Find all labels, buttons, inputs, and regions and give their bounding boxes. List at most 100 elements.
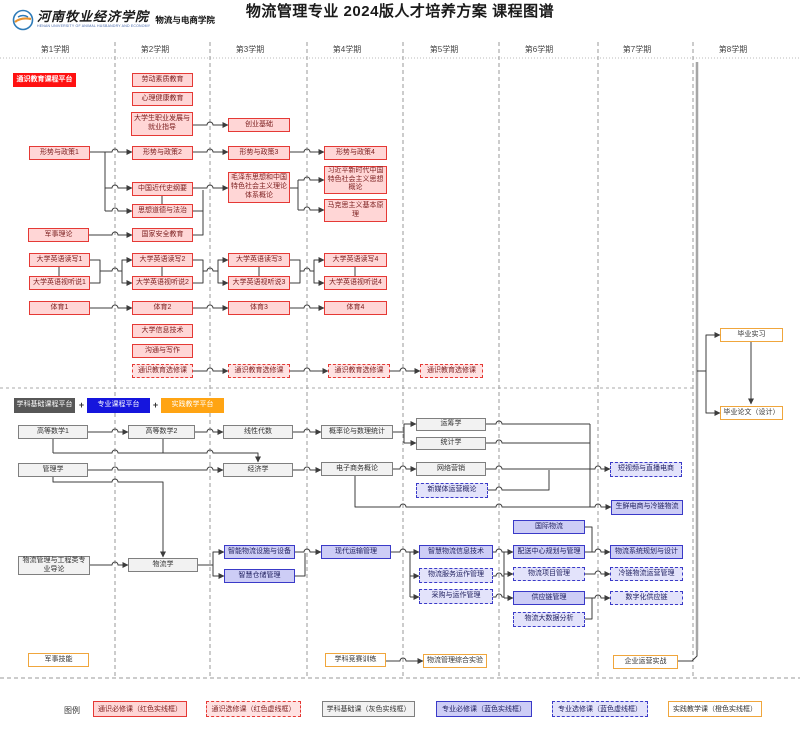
course-wlshiyan: 物流管理综合实验 [423, 654, 487, 668]
course-gailv: 概率论与数理统计 [321, 425, 393, 439]
semester-header-7: 第7学期 [622, 45, 652, 54]
connector-line [293, 466, 322, 473]
legend-title: 图例 [64, 706, 80, 715]
connector-line [678, 650, 698, 662]
semester-header-5: 第5学期 [429, 45, 459, 54]
course-qiyeyunying: 企业运营实战 [613, 655, 678, 669]
school-emblem-icon [12, 9, 34, 31]
course-lenglian: 冷链物流运营管理 [610, 567, 683, 581]
connector-line [212, 565, 225, 579]
course-yydx3: 大学英语读写3 [228, 253, 290, 267]
course-mayuan: 马克思主义基本原理 [324, 199, 387, 222]
connector-line [585, 598, 593, 620]
course-yyst1: 大学英语视听说1 [29, 276, 90, 290]
connector-line [198, 549, 225, 566]
course-xigai: 习近平新时代中国特色社会主义思想概论 [324, 166, 387, 194]
course-maogai: 毛泽东思想和中国特色社会主义理论体系概论 [228, 172, 290, 203]
course-junshililun: 军事理论 [28, 228, 89, 242]
connector-line [193, 259, 204, 271]
connector-line [90, 304, 133, 311]
connector-line [295, 548, 322, 555]
connector-line [486, 420, 590, 425]
course-p-zhuanye: 专业课程平台 [87, 398, 150, 413]
course-zhihuicc: 智慧仓储管理 [224, 569, 295, 583]
connector-line [585, 526, 593, 552]
course-wuliuxue: 物流学 [128, 558, 198, 572]
course-shuzihua: 数字化供应链 [610, 591, 683, 605]
legend-item-red: 通识必修课（红色实线框） [93, 701, 187, 717]
course-p-tongshi: 通识教育课程平台 [13, 73, 76, 87]
course-xinxijishu: 大学信息技术 [132, 324, 193, 338]
connector-line [193, 190, 204, 212]
course-xszc3: 形势与政策3 [228, 146, 290, 160]
course-gongyinglian: 供应链管理 [513, 591, 585, 605]
connector-line [386, 657, 424, 664]
connector-line [493, 593, 504, 598]
university-name-english: HENAN UNIVERSITY OF ANIMAL HUSBANDRY AND… [37, 24, 151, 29]
course-yydx1: 大学英语读写1 [29, 253, 90, 267]
legend-item-blue-dashed: 专业选修课（蓝色虚线框） [552, 701, 648, 717]
connector-line [585, 548, 611, 555]
connector-line [193, 148, 229, 155]
course-guojiaanquan: 国家安全教育 [132, 228, 193, 242]
semester-header-2: 第2学期 [140, 45, 170, 54]
course-wlxitong: 物流系统规划与设计 [610, 545, 683, 559]
course-plus2: + [152, 399, 159, 410]
course-p-shijian: 实践教学平台 [161, 398, 224, 413]
course-tsxx3: 通识教育选修课 [228, 364, 290, 378]
connector-line [193, 184, 229, 191]
connector-line [298, 176, 325, 183]
course-jindaishi: 中国近代史纲要 [132, 182, 193, 196]
course-tsxx5: 通识教育选修课 [420, 364, 483, 378]
connector-line [300, 257, 325, 272]
connector-line [105, 207, 133, 214]
course-wldaolun: 物流管理与工程类专业导论 [18, 556, 90, 575]
connector-line [89, 231, 133, 238]
connector-line [290, 148, 325, 155]
connector-line [493, 572, 504, 577]
course-shengxian: 生鲜电商与冷链物流 [611, 500, 683, 515]
connector-line [290, 271, 301, 284]
course-guanlixue: 管理学 [18, 463, 88, 477]
connector-line [105, 184, 133, 191]
course-xszc2: 形势与政策2 [132, 146, 193, 160]
course-bilunwen: 毕业论文（设计） [720, 406, 783, 420]
connector-line [697, 332, 721, 372]
course-wlfuwu: 物流服务运作管理 [419, 568, 493, 583]
legend-item-orange: 实践教学课（橙色实线框） [668, 701, 762, 717]
legend-item-blue: 专业必修课（蓝色实线框） [436, 701, 532, 717]
connector-line [121, 271, 133, 286]
connector-line [486, 465, 611, 472]
connector-line [585, 570, 611, 577]
connector-line [53, 449, 261, 463]
legend-item-gray: 学科基础课（灰色实线框） [322, 701, 415, 717]
semester-header-6: 第6学期 [524, 45, 554, 54]
course-guojiwl: 国际物流 [513, 520, 585, 534]
semester-header-3: 第3学期 [235, 45, 265, 54]
connector-line [290, 367, 329, 374]
connector-line [193, 367, 229, 374]
course-tongji: 统计学 [416, 437, 486, 450]
course-xinmeiti: 新媒体运营概论 [416, 483, 488, 498]
course-dianshang: 电子商务概论 [321, 462, 393, 476]
course-zhwlxx: 智慧物流信息技术 [419, 545, 493, 559]
course-goutong: 沟通与写作 [132, 344, 193, 358]
connector-line [88, 428, 129, 435]
course-peisong: 配送中心规划与管理 [513, 545, 585, 559]
course-jingjixue: 经济学 [223, 463, 293, 477]
connector-line [88, 466, 224, 473]
course-xiandai: 线性代数 [223, 425, 293, 439]
course-bishixi: 毕业实习 [720, 328, 783, 342]
connector-line [585, 594, 611, 601]
course-yydx2: 大学英语读写2 [132, 253, 193, 267]
course-dashuju: 物流大数据分析 [513, 612, 585, 627]
course-zhiye: 大学生职业发展与就业指导 [131, 112, 193, 136]
connector-line [90, 561, 129, 568]
course-yyst4: 大学英语视听说4 [324, 276, 387, 290]
page-title: 物流管理专业 2024版人才培养方案 课程图谱 [245, 3, 555, 20]
school-logo: 河南牧业经济学院 HENAN UNIVERSITY OF ANIMAL HUSB… [12, 9, 215, 31]
course-tiyu1: 体育1 [29, 301, 90, 315]
connector-line [195, 428, 224, 435]
